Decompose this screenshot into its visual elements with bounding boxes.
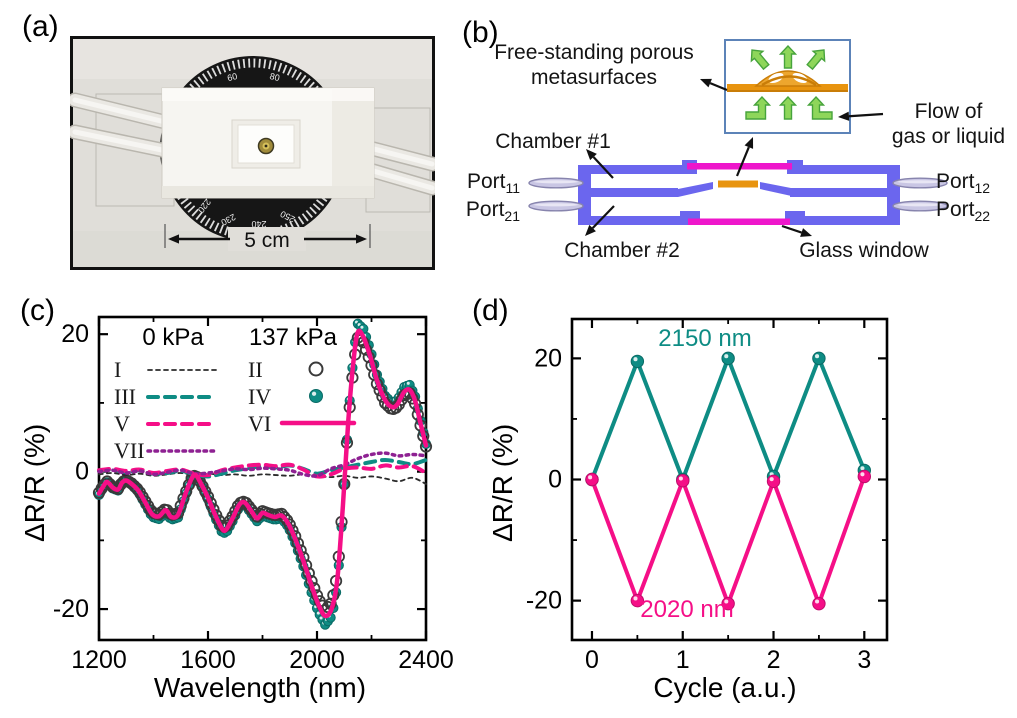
- svg-text:80: 80: [269, 71, 281, 83]
- svg-text:-20: -20: [526, 587, 562, 615]
- spectra-y-axis-label: ΔR/R (%): [19, 423, 50, 543]
- svg-text:-20: -20: [53, 595, 89, 623]
- port-11-label: Port11: [466, 170, 520, 197]
- chamber1-label: Chamber #1: [495, 130, 611, 153]
- chamber2-label: Chamber #2: [564, 239, 680, 262]
- port-22-label: Port22: [936, 198, 991, 225]
- flow-label-line1: Flow of: [914, 100, 983, 123]
- port-21-label: Port21: [465, 198, 520, 225]
- svg-text:II: II: [248, 357, 263, 382]
- svg-text:0: 0: [548, 466, 562, 494]
- svg-text:2400: 2400: [398, 646, 454, 674]
- annotation-2150nm: 2150 nm: [658, 325, 752, 352]
- metasurface-label-line1: Free-standing porous: [494, 41, 694, 64]
- metasurface-label-line2: metasurfaces: [530, 66, 658, 89]
- svg-text:20: 20: [61, 320, 89, 348]
- svg-text:3: 3: [857, 646, 871, 674]
- port-12-label: Port12: [936, 170, 991, 197]
- svg-text:IV: IV: [248, 384, 271, 409]
- cycle-x-axis-label: Cycle (a.u.): [653, 672, 797, 703]
- spectra-x-axis-label: Wavelength (nm): [153, 672, 367, 703]
- flow-label-line2: gas or liquid: [891, 125, 1006, 148]
- panel-b-label: (b): [462, 16, 499, 49]
- annotation-2020nm: 2020 nm: [640, 596, 734, 623]
- cycle-chart: 0 1 2 3 -20 0 20: [526, 317, 889, 674]
- svg-text:0: 0: [75, 458, 89, 486]
- glass-window-label: Glass window: [799, 239, 929, 262]
- svg-text:VII: VII: [114, 438, 145, 463]
- svg-text:1200: 1200: [71, 646, 127, 674]
- device-diagram: [528, 39, 948, 237]
- svg-text:2: 2: [767, 646, 781, 674]
- svg-text:20: 20: [534, 344, 562, 372]
- panel-a-label: (a): [22, 10, 59, 43]
- svg-text:VI: VI: [248, 411, 271, 436]
- metasurface-label: Free-standing porous metasurfaces: [478, 40, 710, 90]
- svg-text:240: 240: [251, 219, 266, 229]
- svg-text:0 kPa: 0 kPa: [142, 324, 204, 351]
- svg-text:III: III: [114, 384, 136, 409]
- svg-text:V: V: [114, 411, 130, 436]
- cycle-y-axis-label: ΔR/R (%): [487, 423, 518, 543]
- photo-scale-label: 5 cm: [244, 229, 290, 252]
- panel-c-label: (c): [20, 294, 55, 327]
- flow-label: Flow of gas or liquid: [882, 99, 1015, 149]
- svg-text:1600: 1600: [180, 646, 236, 674]
- svg-text:2000: 2000: [289, 646, 345, 674]
- svg-text:60: 60: [226, 71, 238, 83]
- panel-d-label: (d): [472, 294, 509, 327]
- svg-text:I: I: [114, 357, 121, 382]
- svg-text:0: 0: [585, 646, 599, 674]
- svg-text:137 kPa: 137 kPa: [249, 324, 338, 351]
- svg-text:1: 1: [676, 646, 690, 674]
